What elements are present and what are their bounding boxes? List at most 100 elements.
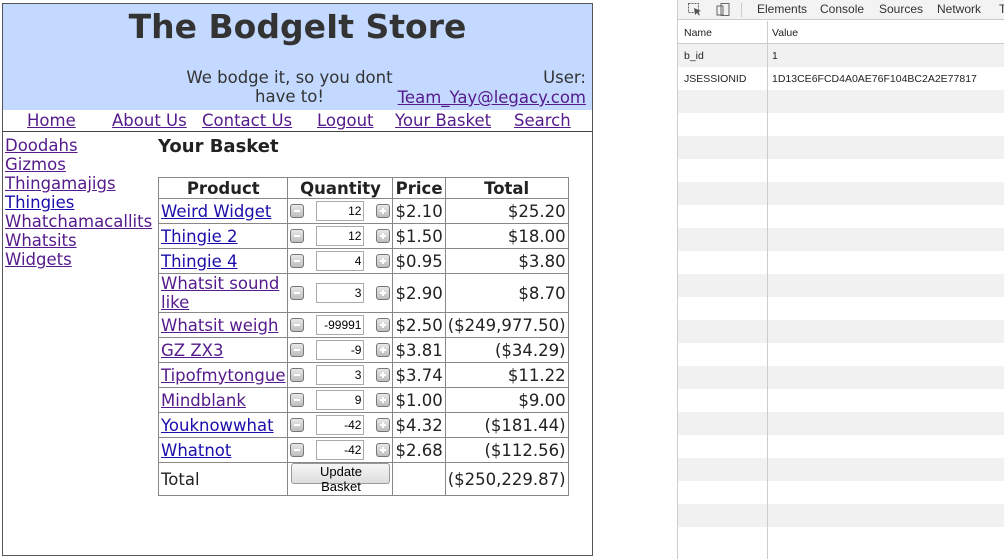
- decrement-icon[interactable]: [290, 286, 305, 300]
- table-row: Thingie 2 $1.50 $18.00: [157, 223, 569, 249]
- toolbar-separator: [741, 3, 742, 17]
- devtools-toolbar: Elements Console Sources Network T: [678, 0, 1004, 20]
- quantity-input[interactable]: [316, 315, 365, 335]
- increment-icon[interactable]: [376, 343, 391, 357]
- increment-icon[interactable]: [376, 318, 391, 332]
- line-total-cell: $18.00: [444, 223, 569, 249]
- update-basket-button[interactable]: Update Basket: [291, 463, 391, 494]
- decrement-icon[interactable]: [290, 418, 305, 432]
- empty-price-cell: [392, 462, 446, 496]
- quantity-cell: [287, 387, 394, 413]
- header-total: Total: [444, 177, 569, 199]
- product-cell: Youknowwhat: [157, 412, 289, 438]
- empty-row: [678, 366, 1004, 389]
- price-cell: $3.81: [392, 337, 446, 363]
- increment-icon[interactable]: [376, 286, 391, 300]
- decrement-icon[interactable]: [290, 443, 305, 457]
- column-value-header[interactable]: Value: [772, 27, 799, 39]
- decrement-icon[interactable]: [290, 204, 305, 218]
- category-widgets[interactable]: Widgets: [5, 250, 72, 269]
- quantity-input[interactable]: [316, 283, 365, 303]
- product-link[interactable]: Thingie 2: [161, 226, 238, 246]
- tab-console[interactable]: Console: [820, 2, 865, 16]
- empty-row: [678, 527, 1004, 550]
- category-gizmos[interactable]: Gizmos: [5, 155, 66, 174]
- line-total-cell: $11.22: [444, 362, 569, 388]
- quantity-cell: [287, 337, 394, 363]
- quantity-input[interactable]: [316, 226, 365, 246]
- quantity-input[interactable]: [316, 365, 365, 385]
- empty-row: [678, 159, 1004, 182]
- decrement-icon[interactable]: [290, 318, 305, 332]
- product-link[interactable]: Youknowwhat: [161, 415, 274, 435]
- category-thingamajigs[interactable]: Thingamajigs: [5, 174, 116, 193]
- quantity-input[interactable]: [316, 340, 365, 360]
- product-link[interactable]: Tipofmytongue: [161, 365, 286, 385]
- category-whatsits[interactable]: Whatsits: [5, 231, 77, 250]
- cookie-value: 1D13CE6FCD4A0AE76F104BC2A2E77817: [772, 73, 977, 85]
- decrement-icon[interactable]: [290, 393, 305, 407]
- empty-row: [678, 297, 1004, 320]
- increment-icon[interactable]: [376, 443, 391, 457]
- quantity-input[interactable]: [316, 415, 365, 435]
- product-link[interactable]: Whatsit sound like: [161, 274, 280, 312]
- increment-icon[interactable]: [376, 368, 391, 382]
- user-email-link[interactable]: Team_Yay@legacy.com: [397, 88, 586, 107]
- increment-icon[interactable]: [376, 393, 391, 407]
- product-link[interactable]: Whatsit weigh: [161, 315, 279, 335]
- cookie-table: Name Value b_id 1 JSESSIONID 1D13CE6FCD4…: [678, 21, 1004, 550]
- product-link[interactable]: GZ ZX3: [161, 340, 224, 360]
- product-link[interactable]: Mindblank: [161, 390, 246, 410]
- empty-row: [678, 113, 1004, 136]
- tab-truncated[interactable]: T: [999, 2, 1004, 16]
- quantity-input[interactable]: [316, 390, 365, 410]
- total-label: Total: [157, 462, 289, 496]
- basket-heading: Your Basket: [158, 136, 279, 157]
- tab-network[interactable]: Network: [937, 2, 982, 16]
- cookie-row[interactable]: b_id 1: [678, 44, 1004, 67]
- empty-row: [678, 481, 1004, 504]
- column-name-header[interactable]: Name: [684, 27, 713, 39]
- category-thingies[interactable]: Thingies: [5, 193, 75, 212]
- price-cell: $4.32: [392, 412, 446, 438]
- price-cell: $3.74: [392, 362, 446, 388]
- decrement-icon[interactable]: [290, 229, 305, 243]
- increment-icon[interactable]: [376, 229, 391, 243]
- increment-icon[interactable]: [376, 418, 391, 432]
- decrement-icon[interactable]: [290, 254, 305, 268]
- quantity-cell: [287, 312, 394, 338]
- product-link[interactable]: Weird Widget: [161, 201, 272, 221]
- empty-row: [678, 412, 1004, 435]
- cookie-row[interactable]: JSESSIONID 1D13CE6FCD4A0AE76F104BC2A2E77…: [678, 67, 1004, 90]
- nav-your-basket[interactable]: Your Basket: [395, 111, 492, 130]
- quantity-cell: [287, 273, 394, 313]
- quantity-input[interactable]: [316, 201, 365, 221]
- column-divider[interactable]: [767, 21, 768, 559]
- nav-search[interactable]: Search: [514, 111, 571, 130]
- nav-home[interactable]: Home: [27, 111, 76, 130]
- decrement-icon[interactable]: [290, 368, 305, 382]
- quantity-cell: [287, 412, 394, 438]
- grand-total: ($250,229.87): [444, 462, 569, 496]
- inspect-cursor-icon[interactable]: [688, 3, 702, 16]
- increment-icon[interactable]: [376, 204, 391, 218]
- nav-contact-us[interactable]: Contact Us: [202, 111, 293, 130]
- empty-row: [678, 343, 1004, 366]
- tab-elements[interactable]: Elements: [757, 2, 808, 16]
- product-cell: GZ ZX3: [157, 337, 289, 363]
- device-toolbar-icon[interactable]: [716, 3, 730, 16]
- product-link[interactable]: Thingie 4: [161, 251, 238, 271]
- product-link[interactable]: Whatnot: [161, 440, 232, 460]
- category-whatchamacallits[interactable]: Whatchamacallits: [5, 212, 153, 231]
- nav-about-us[interactable]: About Us: [112, 111, 187, 130]
- category-doodahs[interactable]: Doodahs: [5, 136, 78, 155]
- nav-logout[interactable]: Logout: [317, 111, 374, 130]
- line-total-cell: $8.70: [444, 273, 569, 313]
- quantity-input[interactable]: [316, 440, 365, 460]
- decrement-icon[interactable]: [290, 343, 305, 357]
- quantity-input[interactable]: [316, 251, 365, 271]
- tab-sources[interactable]: Sources: [879, 2, 924, 16]
- price-cell: $2.10: [392, 198, 446, 224]
- line-total-cell: ($34.29): [444, 337, 569, 363]
- increment-icon[interactable]: [376, 254, 391, 268]
